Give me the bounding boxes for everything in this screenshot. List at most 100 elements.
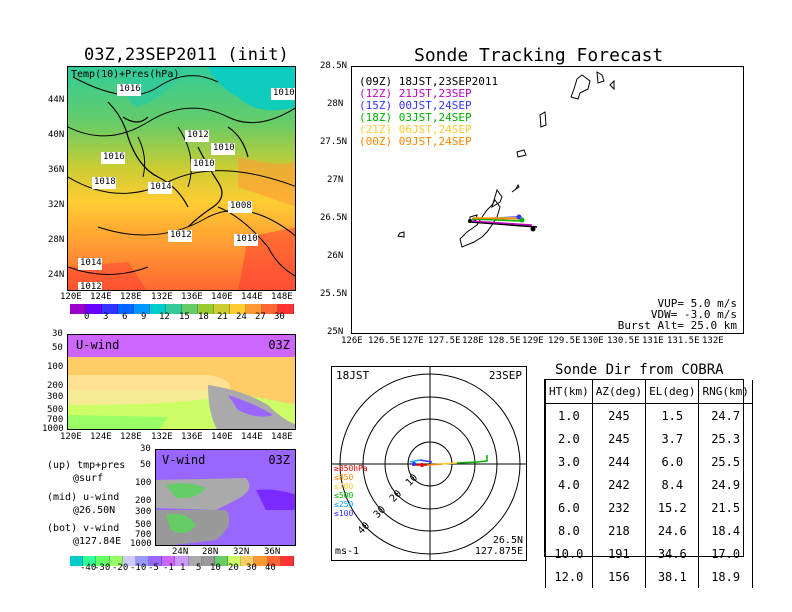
table-cell: 3.0 xyxy=(545,450,593,473)
map-lat-label: 24N xyxy=(48,270,65,280)
temp-colorbar-swatch xyxy=(102,304,118,314)
temp-colorbar-swatch xyxy=(118,304,134,314)
wind-colorbar-tick: 30 xyxy=(246,563,257,573)
track-panel: (09Z) 18JST,23SEP2011 (12Z) 21JST,23SEP … xyxy=(351,66,744,334)
colorbar-tick: 9 xyxy=(141,312,147,322)
track-lon-label: 129E xyxy=(522,336,544,346)
uwind-x-label: 124E xyxy=(90,432,112,442)
uwind-x-label: 140E xyxy=(211,432,233,442)
legend-entry-21z: (21Z) 06JST,24SEP xyxy=(359,123,472,136)
track-lon-label: 126.5E xyxy=(368,336,401,346)
legend-entry-09z: (09Z) 18JST,23SEP2011 xyxy=(359,75,498,88)
uwind-y-label: 300 xyxy=(47,392,64,402)
table-row: 3.0 244 6.0 25.5 xyxy=(545,450,753,473)
table-cell: 24.6 xyxy=(645,519,700,542)
colorbar-tick: 0 xyxy=(84,312,90,322)
colorbar-tick: 27 xyxy=(255,312,266,322)
table-cell: 191 xyxy=(591,542,647,565)
pressure-label: 1012 xyxy=(80,282,102,291)
temp-colorbar-swatch xyxy=(262,304,278,314)
table-cell: 2.0 xyxy=(545,427,593,450)
pressure-label: 1010 xyxy=(193,159,215,169)
track-lat-label: 27N xyxy=(327,175,344,185)
track-lon-label: 131.5E xyxy=(667,336,700,346)
vwind-x-label: 36N xyxy=(264,547,281,557)
legend-text: 06JST,24SEP xyxy=(398,123,472,136)
table-row: 4.0 242 8.4 24.9 xyxy=(545,473,753,496)
pressure-label: 1016 xyxy=(103,152,125,162)
track-lat-label: 28N xyxy=(327,99,344,109)
left-title: 03Z,23SEP2011 (init) xyxy=(84,45,289,65)
legend-note-1b: @surf xyxy=(73,473,104,484)
table-header-row: HT(km) AZ(deg) EL(deg) RNG(km) xyxy=(545,380,753,404)
table-cell: 242 xyxy=(591,473,647,496)
table-cell: 3.7 xyxy=(645,427,700,450)
level-label: ≤500 xyxy=(334,491,354,500)
track-lon-label: 130.5E xyxy=(607,336,640,346)
temp-colorbar-swatch xyxy=(230,304,246,314)
polar-date: 23SEP xyxy=(488,369,522,382)
polar-lat: 26.5N xyxy=(492,535,523,546)
map-lon-label: 144E xyxy=(241,292,263,302)
temp-colorbar-swatch xyxy=(246,304,262,314)
map-lat-label: 36N xyxy=(48,165,65,175)
pressure-label: 1012 xyxy=(187,130,209,140)
col-header-el: EL(deg) xyxy=(645,380,700,404)
wind-colorbar-swatch xyxy=(254,556,268,566)
pressure-label: 1012 xyxy=(170,230,192,240)
table-cell: 8.0 xyxy=(545,519,593,542)
wind-colorbar-labels: -40 -30 -20 -10 -5 -1 1 5 10 20 30 40 xyxy=(80,563,295,575)
wind-colorbar-tick: 20 xyxy=(228,563,239,573)
table-cell: 24.7 xyxy=(698,403,753,427)
wind-colorbar-tick: 5 xyxy=(196,563,202,573)
wind-colorbar-swatch xyxy=(241,556,255,566)
temp-colorbar-swatch xyxy=(214,304,230,314)
wind-colorbar-tick: -10 xyxy=(130,563,147,573)
wind-colorbar xyxy=(70,556,294,566)
legend-code: (00Z) xyxy=(359,135,393,148)
vwind-panel: V-wind 03Z xyxy=(155,449,296,546)
temp-colorbar-swatch xyxy=(150,304,166,314)
vwind-time: 03Z xyxy=(268,453,290,467)
colorbar-tick: 15 xyxy=(179,312,190,322)
legend-entry-15z: (15Z) 00JST,24SEP xyxy=(359,99,472,112)
map-lon-label: 136E xyxy=(181,292,203,302)
legend-text: 09JST,24SEP xyxy=(398,135,472,148)
legend-note-2a: (mid) u-wind xyxy=(47,492,120,503)
col-header-rng: RNG(km) xyxy=(698,380,753,404)
wind-colorbar-swatch xyxy=(83,556,97,566)
legend-text: 21JST,23SEP xyxy=(398,87,472,100)
pressure-label: 1016 xyxy=(119,84,141,94)
pressure-label: 1014 xyxy=(150,182,172,192)
pressure-label: 1008 xyxy=(230,201,252,211)
table-row: 10.0 191 34.6 17.0 xyxy=(545,542,753,565)
map-lat-label: 28N xyxy=(48,235,65,245)
uwind-y-label: 100 xyxy=(47,362,64,372)
vwind-x-label: 24N xyxy=(172,547,189,557)
wind-colorbar-swatch xyxy=(162,556,176,566)
legend-note-3b: @127.84E xyxy=(73,536,122,547)
track-lon-label: 127.5E xyxy=(428,336,461,346)
legend-code: (18Z) xyxy=(359,111,393,124)
legend-code: (15Z) xyxy=(359,99,393,112)
track-lon-label: 127E xyxy=(402,336,424,346)
table-cell: 232 xyxy=(591,496,647,519)
wind-colorbar-swatch xyxy=(175,556,189,566)
map-lon-label: 140E xyxy=(211,292,233,302)
polar-levels: ≥850hPa ≤850 ≤700 ≤500 ≤250 ≤100 xyxy=(334,464,368,518)
wind-colorbar-swatch xyxy=(228,556,242,566)
table-row: 2.0 245 3.7 25.3 xyxy=(545,427,753,450)
track-lon-labels: 126E 126.5E 127E 127.5E 128E 128.5E 129E… xyxy=(341,336,751,348)
table-row: 1.0 245 1.5 24.7 xyxy=(545,403,753,427)
legend-text: 03JST,24SEP xyxy=(398,111,472,124)
table-cell: 24.9 xyxy=(698,473,753,496)
wind-colorbar-swatch xyxy=(201,556,215,566)
track-lon-label: 131E xyxy=(642,336,664,346)
uwind-y-label: 30 xyxy=(52,329,63,339)
legend-text: 18JST,23SEP2011 xyxy=(398,75,499,88)
pressure-label: 1018 xyxy=(94,177,116,187)
wind-colorbar-swatch xyxy=(109,556,123,566)
sonde-table-frame: HT(km) AZ(deg) EL(deg) RNG(km) 1.0 245 1.5… xyxy=(544,379,753,588)
map-lat-label: 44N xyxy=(48,95,65,105)
uwind-x-label: 120E xyxy=(60,432,82,442)
